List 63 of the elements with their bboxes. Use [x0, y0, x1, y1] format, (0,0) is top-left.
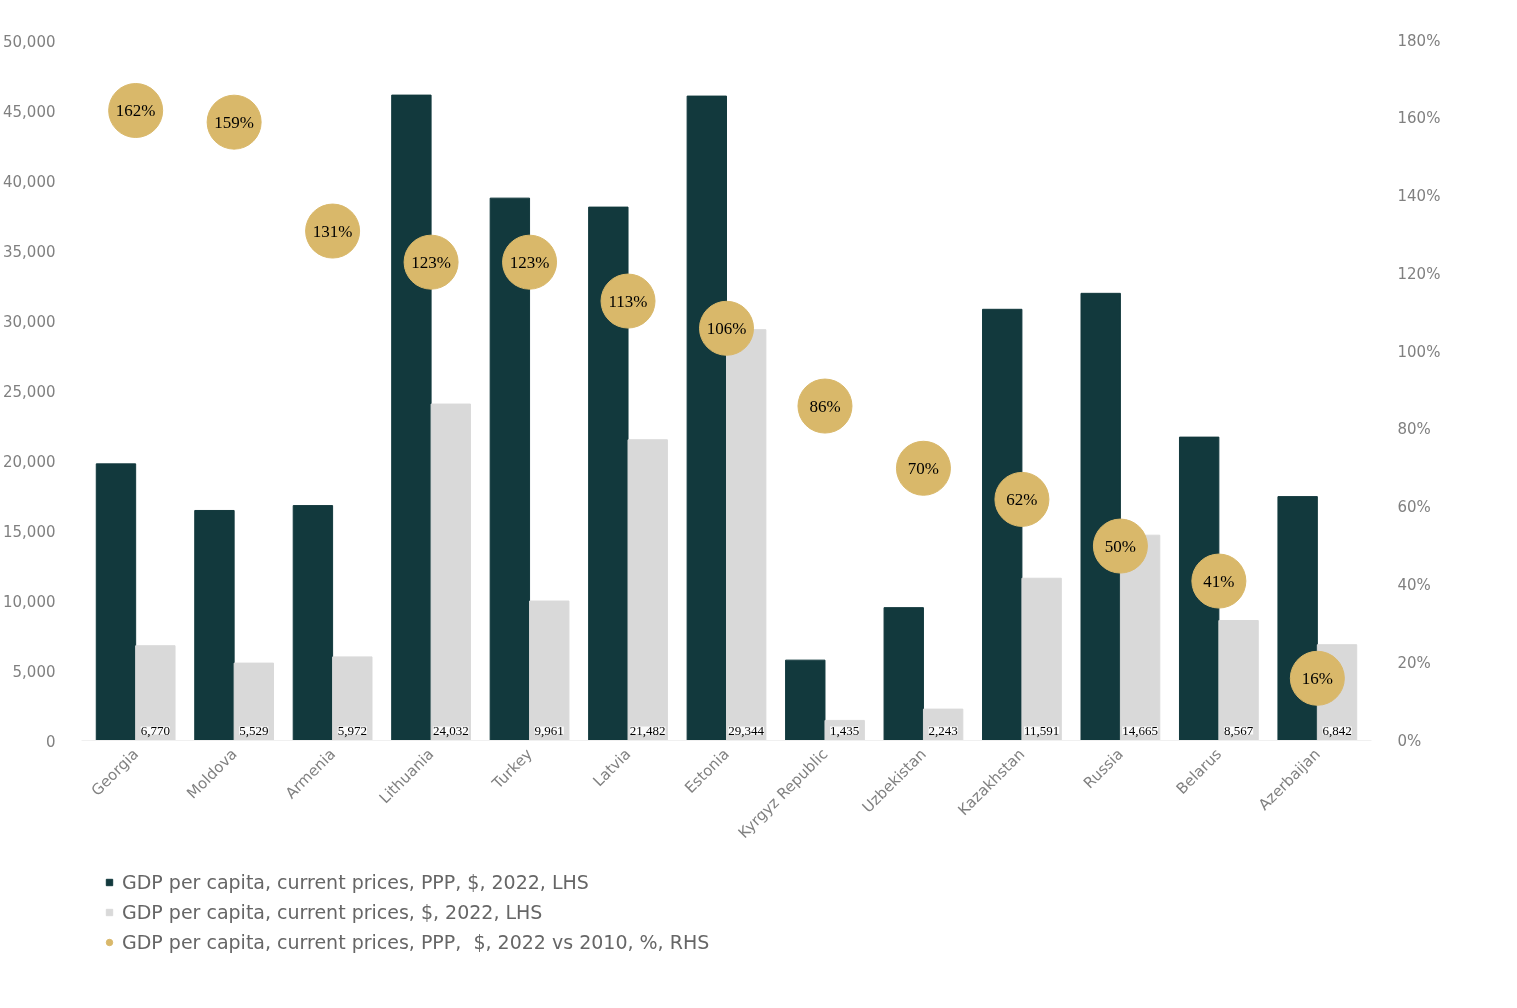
- bar: [194, 509, 235, 741]
- y2-tick-label: 20%: [1397, 653, 1431, 672]
- data-label: 14,665: [1122, 722, 1158, 738]
- legend-label: GDP per capita, current prices, $, 2022, LHS: [122, 901, 543, 923]
- y-tick-label: 0: [45, 732, 56, 751]
- data-label: 123%: [509, 252, 550, 272]
- data-label: 162%: [115, 101, 156, 120]
- y-tick-label: 15,000: [3, 522, 56, 541]
- bar: [430, 403, 471, 741]
- data-label: 16%: [1301, 668, 1333, 688]
- bar: [332, 656, 373, 741]
- bar: [1218, 620, 1259, 741]
- y-tick-label: 20,000: [3, 452, 56, 471]
- data-label: 24,032: [432, 722, 469, 738]
- bar: [785, 659, 826, 741]
- data-label: 70%: [907, 458, 940, 478]
- y2-tick-label: 140%: [1397, 187, 1441, 206]
- y-tick-label: 40,000: [3, 172, 56, 191]
- y2-tick-label: 60%: [1397, 498, 1431, 517]
- bar: [135, 645, 176, 741]
- bar: [233, 662, 275, 741]
- y-tick-label: 25,000: [3, 382, 56, 401]
- y2-tick-label: 40%: [1397, 575, 1431, 594]
- data-label: 41%: [1203, 571, 1235, 591]
- legend-label: GDP per capita, current prices, PPP, $, 2022 vs 2010, %, RHS: [122, 931, 710, 953]
- y-tick-label: 35,000: [3, 242, 56, 261]
- y2-tick-label: 180%: [1397, 31, 1441, 50]
- data-label: 131%: [312, 221, 353, 241]
- y2-tick-label: 100%: [1397, 342, 1441, 361]
- data-label: 6,770: [140, 722, 170, 738]
- data-label: 5,972: [337, 722, 367, 738]
- bar: [292, 505, 334, 741]
- y2-tick-label: 0%: [1397, 731, 1422, 750]
- data-label: 5,529: [239, 722, 269, 738]
- data-label: 62%: [1006, 489, 1038, 509]
- bar: [883, 607, 924, 741]
- y-tick-label: 45,000: [3, 102, 56, 121]
- data-label: 2,243: [928, 722, 958, 738]
- y2-tick-label: 120%: [1397, 264, 1441, 283]
- data-label: 1,435: [830, 722, 860, 738]
- data-label: 29,344: [728, 722, 765, 738]
- data-label: 50%: [1104, 536, 1136, 556]
- data-label: 106%: [706, 318, 747, 338]
- y-tick-label: 30,000: [3, 312, 56, 331]
- data-label: 8,567: [1223, 722, 1254, 738]
- data-label: 86%: [809, 396, 841, 416]
- data-label: 11,591: [1023, 722, 1060, 738]
- data-label: 159%: [214, 112, 254, 132]
- data-label: 9,961: [534, 722, 564, 738]
- data-label: 6,842: [1322, 722, 1352, 738]
- data-label: 123%: [411, 252, 451, 272]
- bar: [627, 439, 668, 741]
- y-tick-label: 50,000: [3, 32, 56, 51]
- data-label: 21,482: [629, 722, 666, 738]
- y-tick-label: 5,000: [12, 662, 56, 681]
- y2-tick-label: 80%: [1397, 420, 1431, 439]
- y-tick-label: 10,000: [3, 592, 56, 611]
- bar: [95, 463, 137, 741]
- data-label: 113%: [608, 291, 648, 311]
- legend-label: GDP per capita, current prices, PPP, $, 2022, LHS: [122, 871, 589, 893]
- bar: [529, 600, 570, 741]
- bar: [1021, 577, 1062, 741]
- y2-tick-label: 160%: [1397, 109, 1441, 128]
